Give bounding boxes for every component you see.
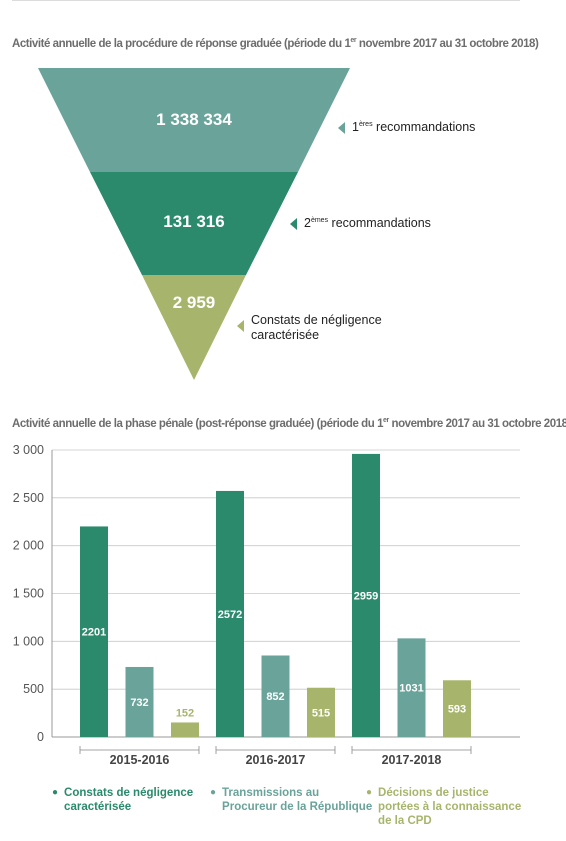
bar-chart-title: Activité annuelle de la phase pénale (po… <box>12 417 566 430</box>
y-tick-label: 3 000 <box>13 443 44 457</box>
funnel-label-2: 2èmes recommandations <box>290 216 431 230</box>
data-label: 515 <box>312 707 330 719</box>
y-tick-label: 1 500 <box>13 587 44 601</box>
funnel-value-1: 1 338 334 <box>156 110 232 129</box>
x-tick-label: 2016-2017 <box>246 753 306 767</box>
funnel-label-1: 1ères recommandations <box>338 120 475 134</box>
pointer-icon <box>338 122 345 134</box>
bar <box>125 666 154 737</box>
bar <box>443 680 471 737</box>
bar <box>352 453 380 737</box>
funnel-level-1 <box>38 68 350 172</box>
y-tick-label: 2 500 <box>13 491 44 505</box>
legend-item-transmissions: ● Transmissions au Procureur de la Répub… <box>210 787 373 813</box>
x-tick-label: 2017-2018 <box>382 753 442 767</box>
funnel-value-3: 2 959 <box>172 293 216 312</box>
legend-item-decisions: ● Décisions de justice portées à la conn… <box>366 787 522 827</box>
bar <box>307 687 335 737</box>
bar <box>261 655 290 737</box>
funnel-title: Activité annuelle de la procédure de rép… <box>12 37 539 50</box>
bar <box>171 722 199 737</box>
bar <box>216 490 244 737</box>
data-label: 593 <box>448 704 466 716</box>
data-label: 152 <box>176 707 194 719</box>
legend-bullet-icon: ● <box>366 787 373 798</box>
bar <box>397 638 426 737</box>
y-tick-label: 0 <box>37 730 44 744</box>
legend-bullet-icon: ● <box>52 787 59 798</box>
data-label: 1031 <box>399 683 423 695</box>
funnel-level-2 <box>90 172 298 275</box>
top-divider <box>12 0 520 1</box>
x-tick-label: 2015-2016 <box>110 753 170 767</box>
y-tick-label: 500 <box>23 682 44 696</box>
funnel-value-2: 131 316 <box>163 212 225 231</box>
y-tick-label: 2 000 <box>13 539 44 553</box>
legend-bullet-icon: ● <box>210 787 217 798</box>
y-tick-label: 1 000 <box>13 634 44 648</box>
data-label: 2959 <box>354 590 378 602</box>
data-label: 732 <box>130 697 148 709</box>
data-label: 2572 <box>218 609 242 621</box>
pointer-icon <box>237 320 244 332</box>
bar <box>80 526 108 737</box>
data-label: 852 <box>266 691 284 703</box>
funnel-label-3: Constats de négligence caractérisée <box>237 313 401 343</box>
funnel-level-3 <box>142 275 246 380</box>
pointer-icon <box>290 218 297 230</box>
legend-item-constats: ● Constats de négligence caractérisée <box>52 787 194 813</box>
data-label: 2201 <box>82 627 106 639</box>
